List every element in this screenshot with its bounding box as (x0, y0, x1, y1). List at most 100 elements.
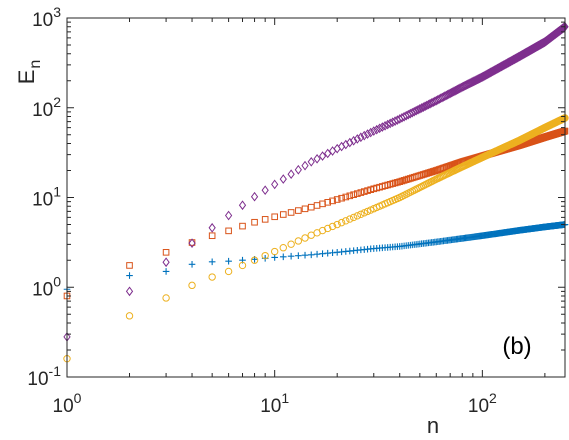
data-point (224, 267, 233, 276)
data-point (342, 193, 350, 201)
y-tick-label-exponent: 1 (53, 184, 61, 200)
series-plus-markers (63, 221, 569, 293)
data-point (279, 243, 287, 252)
data-point (301, 160, 309, 171)
data-point (333, 220, 341, 229)
data-point (353, 212, 362, 220)
data-point (301, 205, 309, 213)
series-circle-markers (63, 114, 569, 363)
data-point (208, 232, 216, 240)
y-tick-label-base: 10 (32, 279, 53, 300)
data-point (270, 247, 279, 256)
data-markers (63, 21, 569, 363)
data-point (363, 129, 372, 139)
x-tick-label-exponent: 0 (74, 390, 82, 406)
y-axis-label: En (14, 60, 44, 85)
data-point (287, 169, 295, 180)
data-point (423, 100, 431, 111)
data-point (360, 130, 368, 141)
y-tick-label-base: 10 (32, 100, 53, 121)
data-point (346, 192, 354, 200)
data-point (301, 251, 309, 259)
data-point (208, 258, 216, 266)
data-point (410, 106, 418, 117)
data-point (188, 281, 196, 290)
data-point (287, 240, 295, 248)
y-tick-label-exponent: -1 (49, 363, 62, 379)
x-tick-label: 102 (468, 390, 497, 417)
data-point (378, 122, 386, 132)
data-point (188, 238, 196, 248)
data-point (225, 227, 232, 235)
data-point (239, 222, 246, 230)
data-point (307, 203, 315, 211)
data-point (250, 191, 259, 202)
data-point (271, 179, 279, 190)
data-point (307, 251, 315, 259)
data-point (396, 178, 404, 185)
x-tick-label-exponent: 1 (281, 390, 289, 406)
x-tick-label-base: 10 (53, 396, 74, 417)
data-point (125, 286, 134, 297)
data-point (350, 191, 357, 198)
data-point (294, 164, 302, 175)
data-point (125, 312, 134, 320)
data-point (307, 156, 315, 167)
y-tick-label-base: 10 (27, 369, 48, 390)
data-point (261, 185, 269, 196)
data-point (445, 89, 453, 99)
data-point (324, 148, 332, 159)
x-tick-label-base: 10 (260, 396, 281, 417)
axis-ticks (66, 17, 565, 378)
data-point (357, 189, 365, 196)
data-point (208, 273, 216, 281)
data-point (261, 216, 269, 223)
data-point (346, 137, 354, 148)
data-point (360, 209, 368, 217)
data-point (188, 261, 196, 268)
data-point (251, 218, 258, 226)
data-point (318, 151, 327, 161)
data-point (208, 222, 216, 233)
y-tick-label-base: 10 (32, 190, 53, 211)
data-point (279, 253, 287, 261)
data-point (412, 105, 420, 116)
data-point (381, 120, 389, 131)
data-point (342, 217, 350, 225)
data-point (420, 171, 427, 178)
series-diamond-markers (63, 21, 569, 342)
data-point (294, 237, 303, 245)
data-point (346, 215, 354, 223)
data-point (447, 87, 456, 98)
y-tick-label: 101 (32, 184, 61, 211)
data-point (328, 222, 337, 231)
data-point (357, 210, 365, 218)
data-point (238, 261, 247, 270)
data-point (408, 107, 416, 118)
x-tick-label-base: 10 (468, 396, 489, 417)
data-point (323, 224, 332, 233)
data-point (279, 174, 287, 184)
data-point (225, 257, 232, 265)
data-point (162, 294, 170, 302)
y-axis-label-subscript: n (27, 60, 44, 69)
data-point (287, 209, 295, 216)
data-point (418, 103, 426, 113)
data-point (324, 199, 331, 206)
data-point (301, 234, 309, 242)
data-point (398, 177, 406, 185)
data-point (162, 268, 170, 275)
data-point (384, 119, 392, 130)
y-tick-label-base: 10 (32, 10, 53, 31)
data-point (295, 252, 302, 260)
y-tick-label-exponent: 0 (53, 273, 61, 289)
data-point (349, 213, 358, 222)
y-tick-label: 103 (32, 4, 61, 31)
data-point (354, 190, 361, 197)
data-point (394, 179, 401, 186)
data-point (338, 194, 345, 202)
y-tick-label: 10-1 (27, 363, 61, 390)
data-point (370, 126, 378, 136)
